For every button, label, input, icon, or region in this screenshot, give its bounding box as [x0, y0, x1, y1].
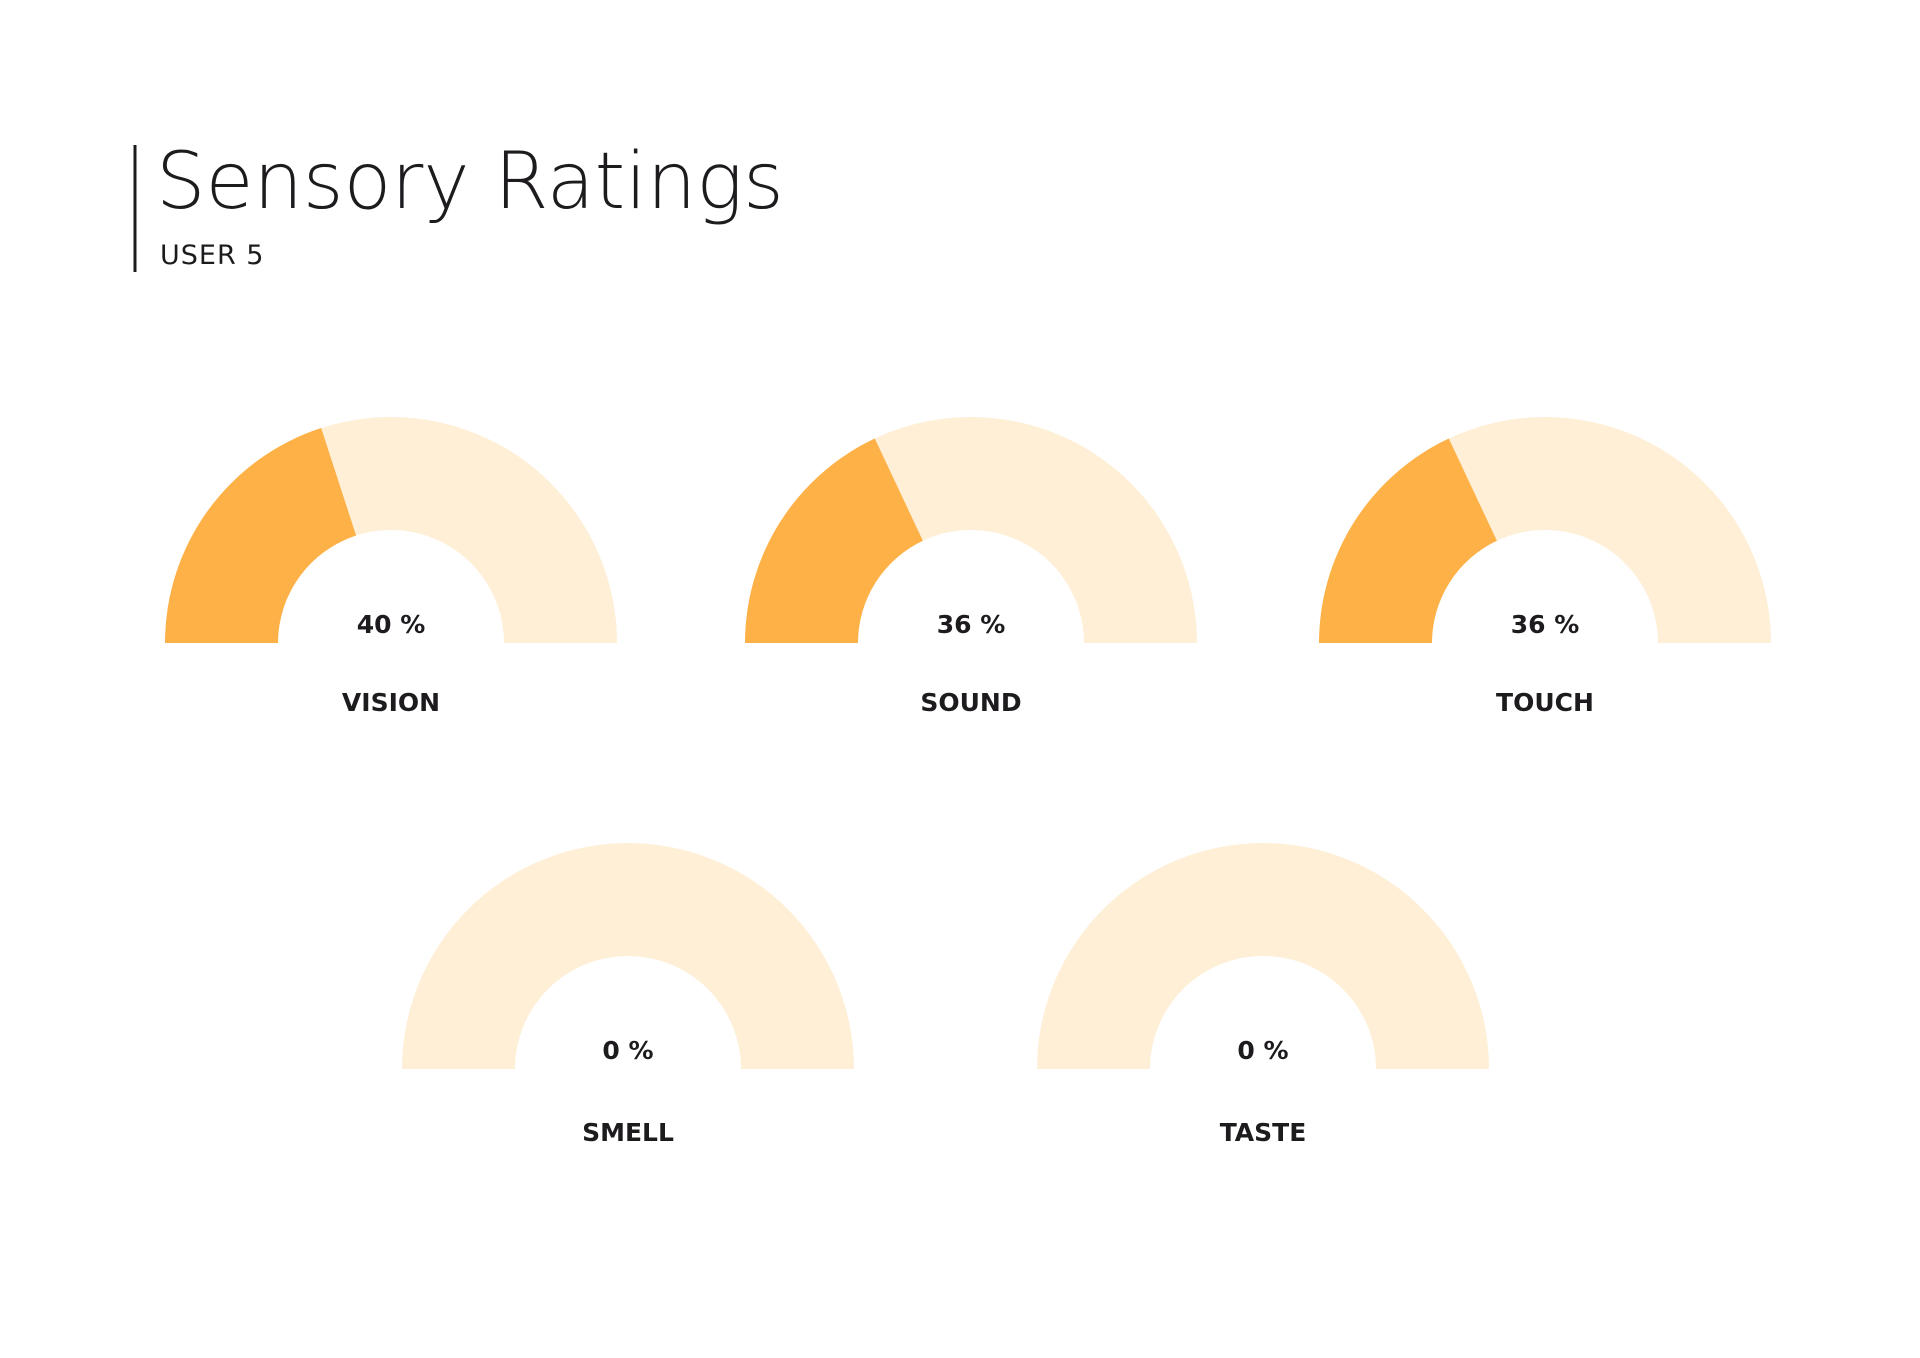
value-label: 0 % — [1237, 1036, 1288, 1065]
gauge-fill — [745, 438, 923, 643]
gauge-track — [402, 843, 854, 1069]
chart-title: Sensory Ratings — [156, 137, 784, 227]
category-label: VISION — [342, 688, 440, 717]
gauge-track — [1037, 843, 1489, 1069]
chart-subtitle: USER 5 — [160, 240, 264, 271]
gauge-fill — [165, 428, 357, 643]
category-label: SMELL — [582, 1118, 674, 1147]
category-label: SOUND — [920, 688, 1021, 717]
category-label: TASTE — [1220, 1118, 1307, 1147]
value-label: 36 % — [1511, 610, 1580, 639]
category-label: TOUCH — [1496, 688, 1594, 717]
value-label: 36 % — [937, 610, 1006, 639]
value-label: 40 % — [357, 610, 426, 639]
value-label: 0 % — [602, 1036, 653, 1065]
gauge-fill — [1319, 438, 1497, 643]
